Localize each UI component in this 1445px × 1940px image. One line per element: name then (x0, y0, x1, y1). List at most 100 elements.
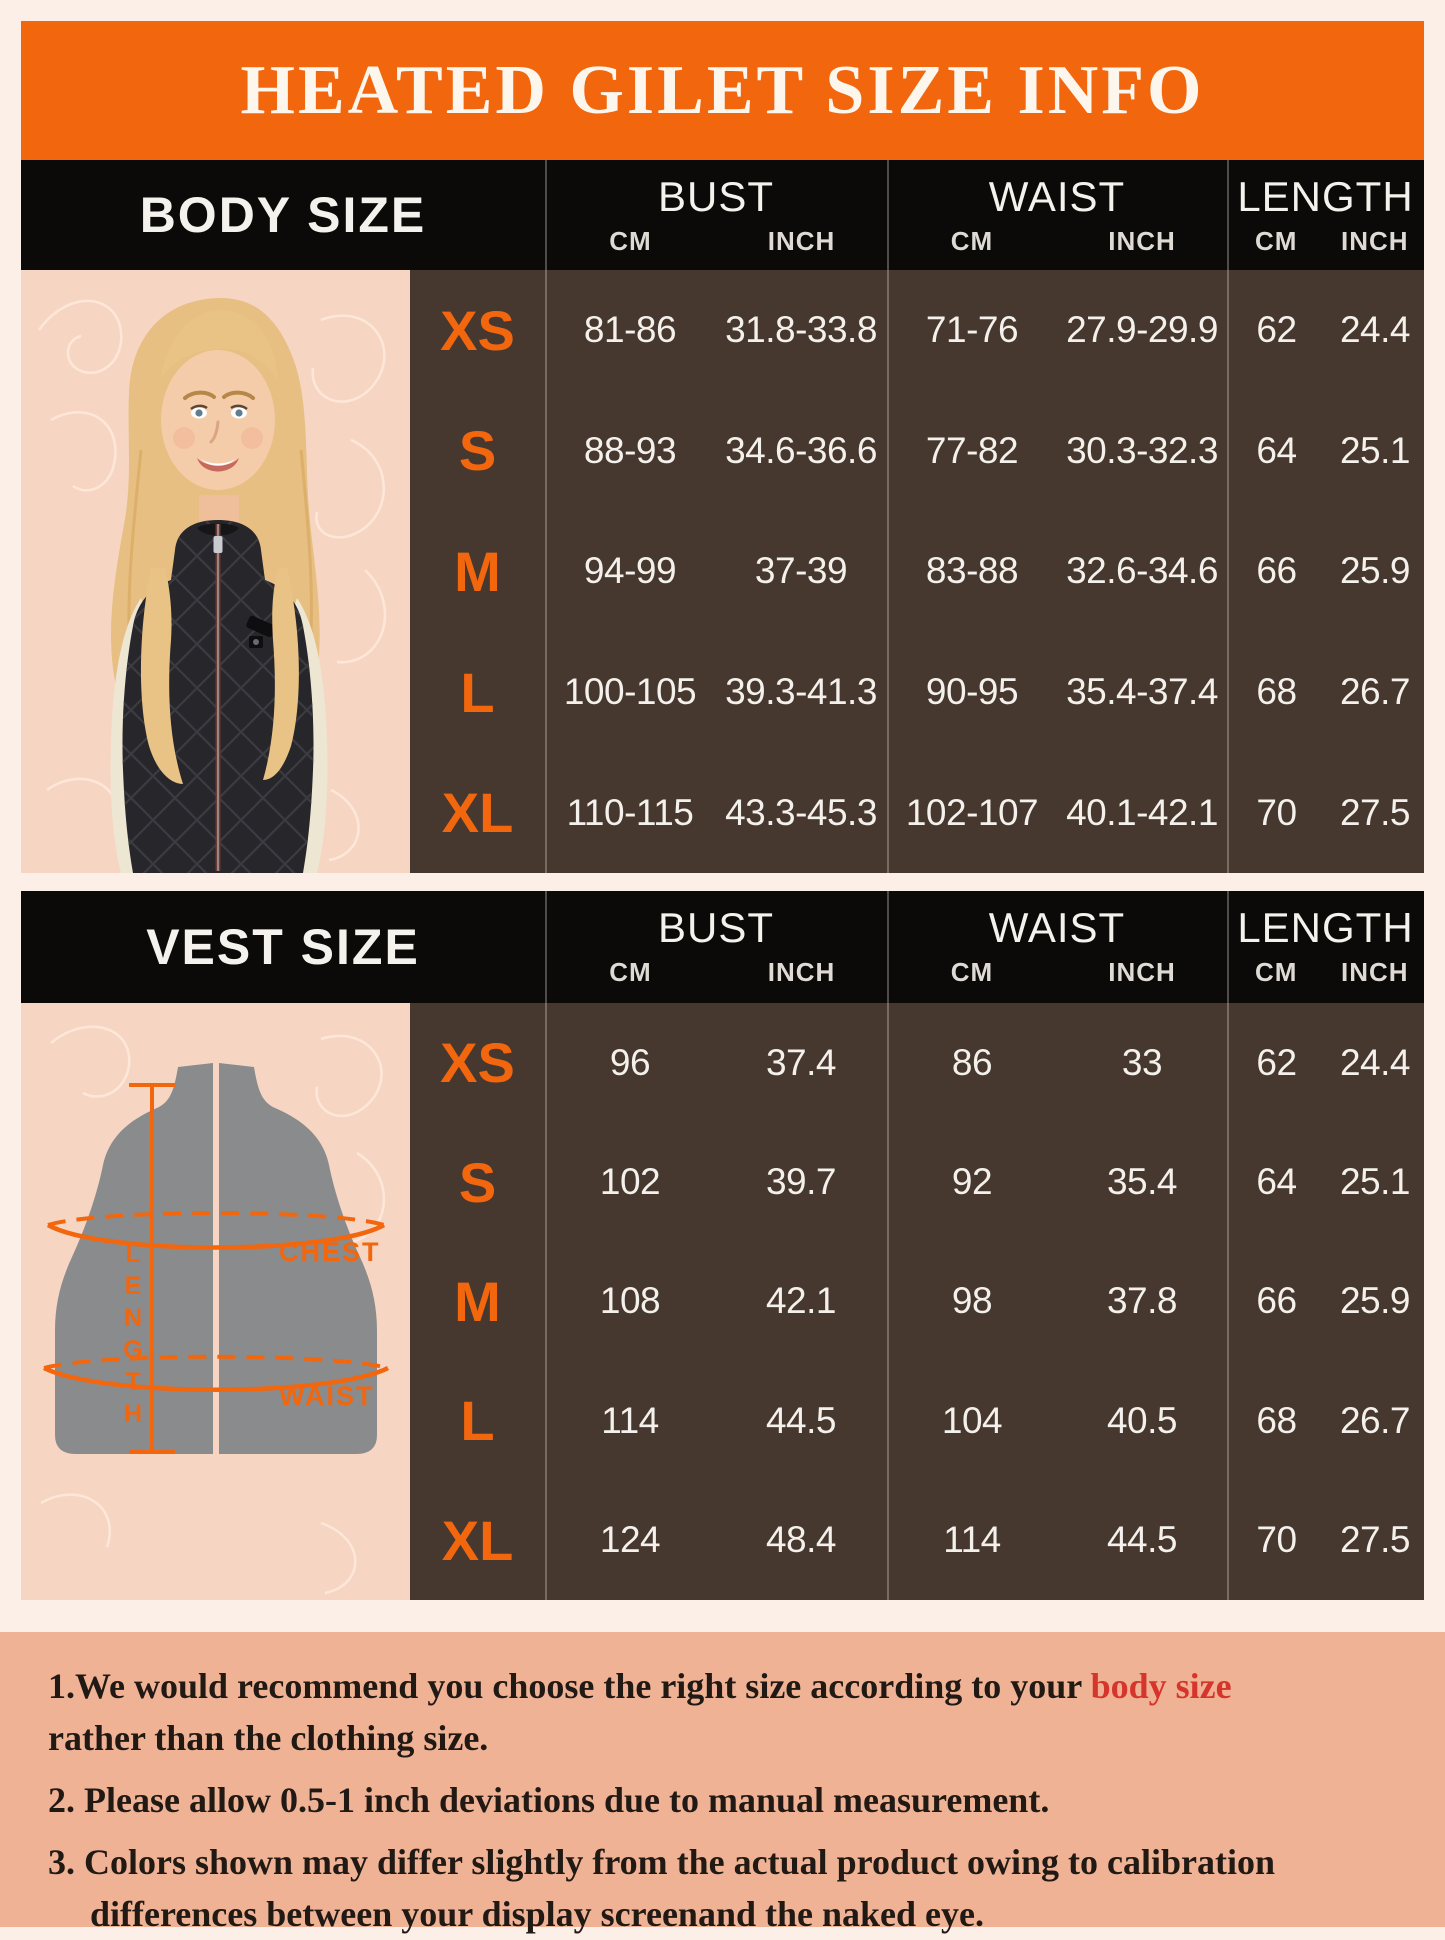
value-cell: 31.8-33.8 (725, 309, 877, 351)
waist-inch-header: INCH (1108, 226, 1176, 256)
value-cell: 25.9 (1339, 550, 1411, 592)
value-cell: 40.5 (1106, 1399, 1178, 1441)
size-label: L (460, 1389, 495, 1453)
waist-cm-header: CM (950, 957, 994, 987)
column-divider (545, 891, 547, 1600)
value-cell: 35.4 (1106, 1161, 1178, 1203)
note-1: 1.We would recommend you choose the righ… (48, 1660, 1397, 1764)
value-cell: 25.1 (1339, 1161, 1411, 1203)
model-photo-illustration (21, 270, 410, 873)
value-cell: 27.9-29.9 (1066, 309, 1218, 351)
value-cell: 25.1 (1339, 429, 1411, 471)
bust-header: BUST (657, 173, 774, 220)
value-cell: 77-82 (925, 429, 1019, 471)
length-cm-header: CM (1255, 957, 1298, 987)
value-cell: 102 (599, 1161, 661, 1203)
value-cell: 35.4-37.4 (1066, 671, 1218, 713)
size-label: XL (441, 1508, 514, 1572)
value-cell: 25.9 (1339, 1280, 1411, 1322)
length-inch-header: INCH (1340, 957, 1409, 987)
column-group-bust: BUST CM INCH (545, 891, 887, 1003)
value-cell: 42.1 (765, 1280, 837, 1322)
value-cell: 83-88 (925, 550, 1019, 592)
value-cell: 44.5 (1106, 1519, 1178, 1561)
column-divider (1227, 891, 1229, 1600)
note-3-line2: differences between your display screena… (90, 1894, 984, 1934)
length-header: LENGTH (1237, 904, 1414, 951)
body-size-table-body: XS 81-86 31.8-33.8 71-76 27.9-29.9 62 24… (21, 270, 1424, 873)
value-cell: 94-99 (583, 550, 677, 592)
note-2: 2. Please allow 0.5-1 inch deviations du… (48, 1774, 1397, 1826)
floral-pattern (40, 1025, 386, 1595)
value-cell: 48.4 (765, 1519, 837, 1561)
body-size-table: BODY SIZE BUST CM INCH WAIST CM INCH LEN… (21, 160, 1424, 873)
column-group-length: LENGTH CM INCH (1227, 891, 1424, 1003)
value-cell: 37.4 (765, 1041, 837, 1083)
note-3: 3. Colors shown may differ slightly from… (48, 1836, 1397, 1940)
column-group-waist: WAIST CM INCH (887, 160, 1227, 270)
page-title: HEATED GILET SIZE INFO (240, 51, 1205, 129)
value-cell: 39.3-41.3 (725, 671, 877, 713)
column-group-bust: BUST CM INCH (545, 160, 887, 270)
value-cell: 24.4 (1339, 1041, 1411, 1083)
column-group-length: LENGTH CM INCH (1227, 160, 1424, 270)
length-inch-header: INCH (1340, 226, 1409, 256)
waist-inch-header: INCH (1108, 957, 1176, 987)
size-label: M (454, 1269, 501, 1333)
value-cell: 64 (1256, 429, 1297, 471)
value-cell: 81-86 (583, 309, 677, 351)
value-cell: 68 (1256, 671, 1297, 713)
value-cell: 102-107 (905, 791, 1039, 833)
value-cell: 124 (599, 1519, 661, 1561)
value-cell: 88-93 (583, 429, 677, 471)
note-1-highlight: body size (1090, 1666, 1232, 1706)
bust-cm-header: CM (609, 957, 652, 987)
value-cell: 96 (609, 1041, 651, 1083)
table-title-vest-size: VEST SIZE (146, 919, 420, 975)
value-cell: 24.4 (1339, 309, 1411, 351)
note-2-text: 2. Please allow 0.5-1 inch deviations du… (48, 1780, 1050, 1820)
value-cell: 34.6-36.6 (725, 429, 877, 471)
value-cell: 32.6-34.6 (1066, 550, 1218, 592)
title-banner: HEATED GILET SIZE INFO (21, 21, 1424, 160)
value-cell: 43.3-45.3 (725, 791, 877, 833)
body-size-table-header: BODY SIZE BUST CM INCH WAIST CM INCH LEN… (21, 160, 1424, 270)
size-label: S (458, 419, 497, 483)
size-label: S (458, 1150, 497, 1214)
value-cell: 66 (1256, 1280, 1297, 1322)
size-label: XS (440, 298, 515, 362)
value-cell: 70 (1256, 1519, 1297, 1561)
table-title-body-size: BODY SIZE (139, 187, 427, 243)
waist-dimension-label: WAIST (279, 1381, 375, 1411)
vest-size-table-body: LENGTH CHEST WAIST XS 96 37.4 86 33 62 2… (21, 1003, 1424, 1600)
value-cell: 37-39 (754, 550, 848, 592)
value-cell: 110-115 (566, 791, 694, 833)
bust-header: BUST (657, 904, 774, 951)
value-cell: 62 (1256, 309, 1297, 351)
column-divider (1227, 160, 1229, 873)
size-label: XL (441, 781, 514, 845)
value-cell: 27.5 (1339, 1519, 1411, 1561)
note-1-line2: rather than the clothing size. (48, 1718, 489, 1758)
vest-size-table-header: VEST SIZE BUST CM INCH WAIST CM INCH LEN… (21, 891, 1424, 1003)
value-cell: 39.7 (765, 1161, 837, 1203)
value-cell: 92 (951, 1161, 993, 1203)
size-label: M (454, 539, 501, 603)
value-cell: 26.7 (1339, 1399, 1411, 1441)
model-photo (21, 270, 410, 873)
notes-section: 1.We would recommend you choose the righ… (0, 1632, 1445, 1934)
column-divider (887, 891, 889, 1600)
vest-size-table: VEST SIZE BUST CM INCH WAIST CM INCH LEN… (21, 891, 1424, 1600)
value-cell: 104 (941, 1399, 1003, 1441)
column-divider (887, 160, 889, 873)
value-cell: 114 (943, 1519, 1001, 1561)
waist-cm-header: CM (950, 226, 994, 256)
value-cell: 98 (951, 1280, 993, 1322)
length-cm-header: CM (1255, 226, 1298, 256)
value-cell: 64 (1256, 1161, 1297, 1203)
value-cell: 70 (1256, 791, 1297, 833)
size-label: XS (440, 1031, 515, 1095)
value-cell: 37.8 (1106, 1280, 1178, 1322)
value-cell: 30.3-32.3 (1066, 429, 1218, 471)
